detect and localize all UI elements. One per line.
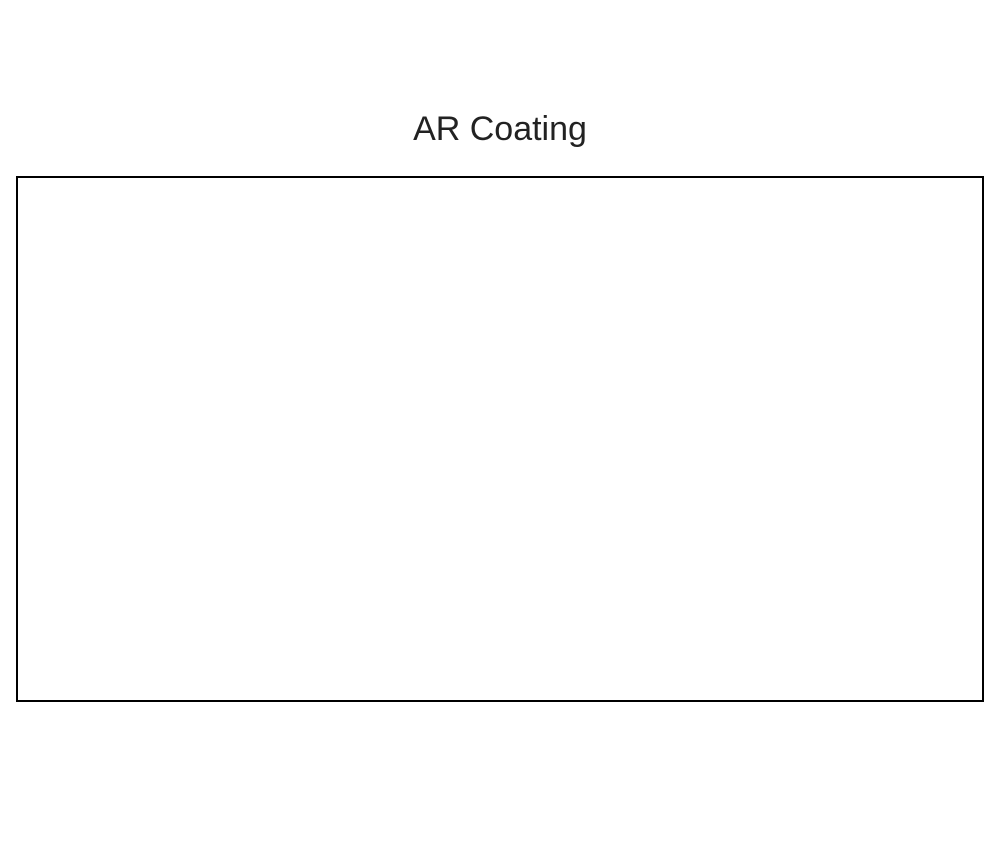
page: AR Coating 0102030405060708090100T%35045… bbox=[0, 0, 1000, 846]
chart-title: AR Coating bbox=[0, 110, 1000, 149]
chart-frame bbox=[16, 176, 984, 702]
